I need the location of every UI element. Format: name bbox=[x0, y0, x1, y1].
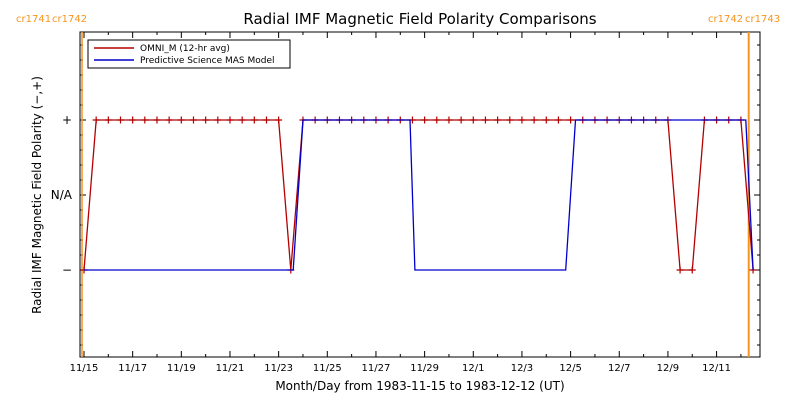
data-point-marker bbox=[421, 116, 429, 124]
x-tick-label: 11/17 bbox=[118, 363, 147, 374]
data-point-marker bbox=[262, 116, 270, 124]
data-point-marker bbox=[481, 116, 489, 124]
data-point-marker bbox=[433, 116, 441, 124]
cr-left-label-2: cr1742 bbox=[52, 14, 87, 25]
data-point-marker bbox=[165, 116, 173, 124]
series-line-omni bbox=[83, 119, 754, 271]
x-tick-label: 11/19 bbox=[167, 363, 196, 374]
data-point-marker bbox=[129, 116, 137, 124]
data-point-marker bbox=[104, 116, 112, 124]
y-tick-label: + bbox=[62, 113, 72, 127]
data-point-marker bbox=[214, 116, 222, 124]
x-tick-label: 11/15 bbox=[70, 363, 99, 374]
x-axis-label: Month/Day from 1983-11-15 to 1983-12-12 … bbox=[275, 379, 564, 393]
data-point-marker bbox=[250, 116, 258, 124]
data-point-marker bbox=[567, 116, 575, 124]
data-point-marker bbox=[494, 116, 502, 124]
x-tick-label: 12/7 bbox=[608, 363, 630, 374]
legend: OMNI_M (12-hr avg) Predictive Science MA… bbox=[87, 39, 291, 69]
cr-left-label-1: cr1741 bbox=[16, 14, 51, 25]
data-point-marker bbox=[177, 116, 185, 124]
plot-frame bbox=[79, 31, 761, 358]
x-tick-label: 12/9 bbox=[657, 363, 679, 374]
cr-right-label-2: cr1743 bbox=[745, 14, 780, 25]
data-point-marker bbox=[226, 116, 234, 124]
data-point-marker bbox=[542, 116, 550, 124]
data-point-marker bbox=[189, 116, 197, 124]
x-tick-label: 11/25 bbox=[313, 363, 342, 374]
carrington-markers bbox=[81, 32, 750, 357]
series-line-mas bbox=[84, 119, 754, 271]
series-layer bbox=[80, 116, 757, 274]
x-tick-label: 12/1 bbox=[462, 363, 484, 374]
data-point-marker bbox=[554, 116, 562, 124]
x-tick-label: 11/23 bbox=[264, 363, 293, 374]
y-tick-label: N/A bbox=[51, 188, 73, 202]
data-point-marker bbox=[275, 116, 283, 124]
data-point-marker bbox=[530, 116, 538, 124]
x-axis: 11/15 11/17 11/19 11/21 11/23 11/25 11/27 11/29… bbox=[70, 32, 742, 374]
x-tick-label: 11/27 bbox=[362, 363, 391, 374]
y-axis-label: Radial IMF Magnetic Field Polarity (−,+) bbox=[30, 76, 44, 314]
data-point-marker bbox=[141, 116, 149, 124]
x-tick-label: 11/29 bbox=[410, 363, 439, 374]
data-point-marker bbox=[445, 116, 453, 124]
data-point-marker bbox=[92, 116, 100, 124]
data-point-marker bbox=[676, 266, 684, 274]
legend-label-mas: Predictive Science MAS Model bbox=[140, 56, 275, 66]
data-point-marker bbox=[457, 116, 465, 124]
legend-label-omni: OMNI_M (12-hr avg) bbox=[140, 44, 230, 54]
x-tick-label: 12/11 bbox=[702, 363, 731, 374]
x-tick-label: 11/21 bbox=[216, 363, 245, 374]
x-tick-label: 12/5 bbox=[559, 363, 581, 374]
x-tick-label: 12/3 bbox=[511, 363, 533, 374]
legend-box bbox=[87, 39, 291, 69]
data-point-marker bbox=[688, 266, 696, 274]
y-tick-label: − bbox=[62, 263, 72, 277]
cr-right-label-1: cr1742 bbox=[708, 14, 743, 25]
data-point-marker bbox=[116, 116, 124, 124]
data-point-marker bbox=[506, 116, 514, 124]
chart-title: Radial IMF Magnetic Field Polarity Compa… bbox=[243, 10, 596, 28]
data-point-marker bbox=[153, 116, 161, 124]
data-point-marker bbox=[202, 116, 210, 124]
data-point-marker bbox=[238, 116, 246, 124]
data-point-marker bbox=[518, 116, 526, 124]
data-point-marker bbox=[469, 116, 477, 124]
y-axis: + N/A − bbox=[51, 44, 760, 346]
